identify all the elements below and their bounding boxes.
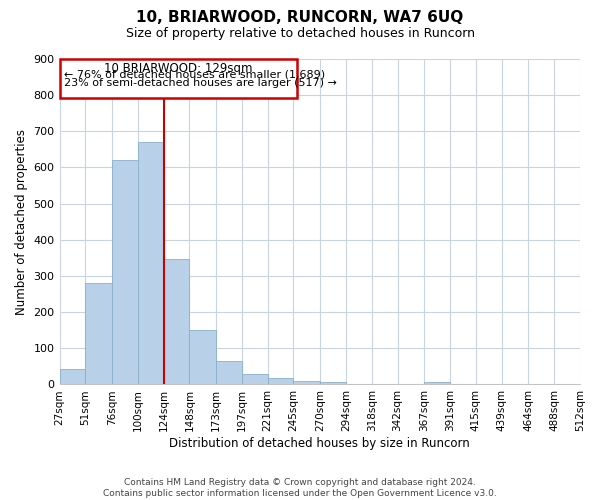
Bar — [242, 374, 268, 384]
Bar — [138, 142, 164, 384]
Bar — [190, 330, 216, 384]
X-axis label: Distribution of detached houses by size in Runcorn: Distribution of detached houses by size … — [169, 437, 470, 450]
Bar — [268, 378, 293, 384]
Bar — [424, 382, 450, 384]
Bar — [112, 160, 138, 384]
Text: 10, BRIARWOOD, RUNCORN, WA7 6UQ: 10, BRIARWOOD, RUNCORN, WA7 6UQ — [136, 10, 464, 25]
Bar — [293, 381, 320, 384]
Bar — [216, 361, 242, 384]
Text: 23% of semi-detached houses are larger (517) →: 23% of semi-detached houses are larger (… — [64, 78, 337, 88]
Bar — [59, 59, 296, 98]
Y-axis label: Number of detached properties: Number of detached properties — [15, 128, 28, 314]
Bar — [320, 382, 346, 384]
Text: ← 76% of detached houses are smaller (1,689): ← 76% of detached houses are smaller (1,… — [64, 70, 325, 80]
Bar — [85, 283, 112, 384]
Text: Contains HM Land Registry data © Crown copyright and database right 2024.
Contai: Contains HM Land Registry data © Crown c… — [103, 478, 497, 498]
Text: Size of property relative to detached houses in Runcorn: Size of property relative to detached ho… — [125, 28, 475, 40]
Bar — [164, 258, 190, 384]
Bar — [59, 368, 85, 384]
Text: 10 BRIARWOOD: 129sqm: 10 BRIARWOOD: 129sqm — [104, 62, 253, 75]
